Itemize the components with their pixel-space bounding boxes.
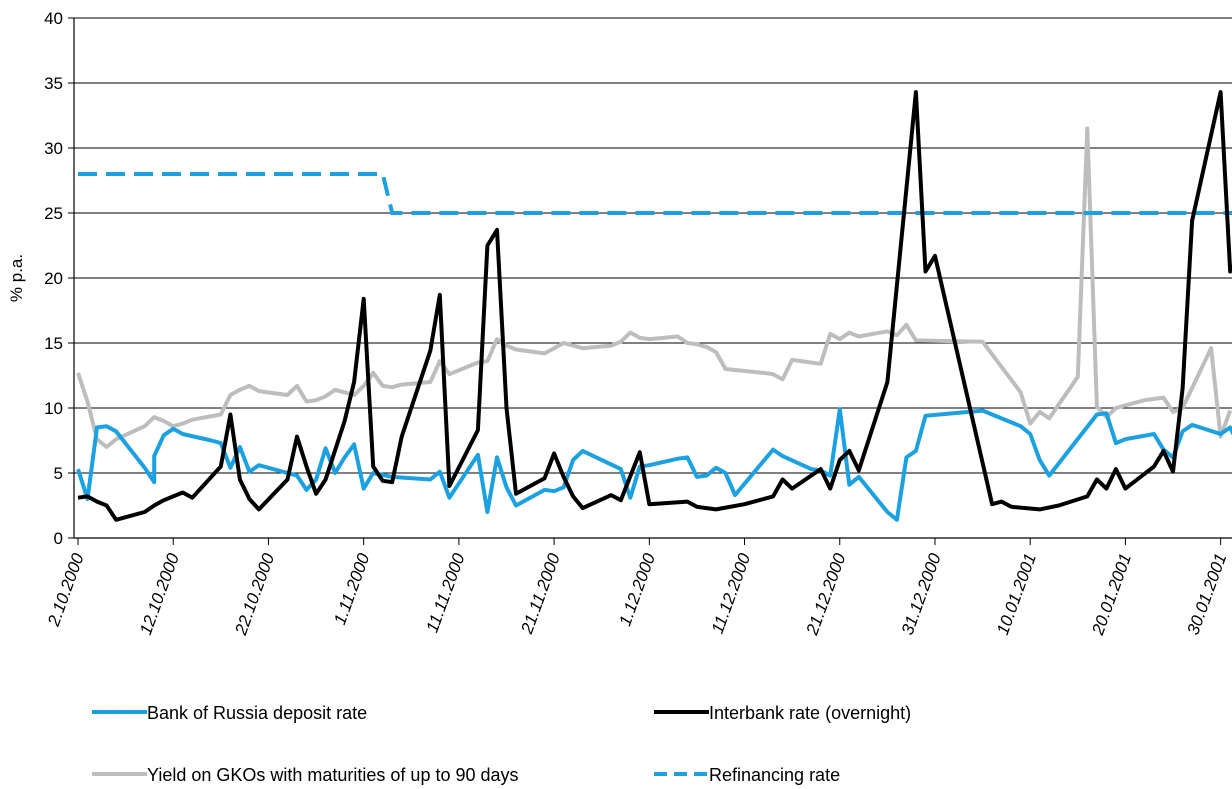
y-tick-label: 30 bbox=[44, 139, 63, 158]
x-tick-label: 11.11.2000 bbox=[423, 550, 469, 635]
legend-label: Refinancing rate bbox=[709, 765, 840, 785]
legend: Bank of Russia deposit rate Interbank rat… bbox=[92, 703, 911, 785]
x-tick-label: 21.12.2000 bbox=[802, 550, 849, 638]
x-tick-label: 1.12.2000 bbox=[615, 550, 659, 628]
x-tick-label: 22.10.2000 bbox=[231, 550, 278, 638]
y-tick-label: 20 bbox=[44, 269, 63, 288]
series-lines bbox=[76, 90, 1232, 522]
x-tick-label: 12.10.2000 bbox=[136, 550, 183, 637]
y-tick-label: 35 bbox=[44, 74, 63, 93]
y-tick-label: 25 bbox=[44, 204, 63, 223]
x-tick-label: 20.01.2001 bbox=[1088, 551, 1135, 638]
series-line-1 bbox=[77, 90, 1232, 522]
x-tick-label: 11.12.2000 bbox=[708, 550, 755, 636]
y-tick-label: 0 bbox=[54, 529, 63, 548]
x-axis: 2.10.2000 12.10.2000 22.10.2000 1.11.2000 11… bbox=[44, 537, 1232, 638]
x-tick-label: 10.01.2001 bbox=[993, 551, 1040, 637]
y-tick-label: 10 bbox=[44, 399, 63, 418]
y-axis: 0 5 10 15 20 25 30 35 40 bbox=[44, 9, 75, 548]
x-tick-label: 21.11.2000 bbox=[517, 550, 564, 637]
y-tick-label: 5 bbox=[54, 464, 63, 483]
x-tick-label: 31.12.2000 bbox=[898, 550, 945, 637]
y-tick-label: 40 bbox=[44, 9, 63, 28]
series-line-2 bbox=[76, 126, 1232, 449]
x-tick-label: 30.01.2001 bbox=[1183, 551, 1230, 637]
series-line-3 bbox=[78, 172, 1232, 215]
legend-label: Bank of Russia deposit rate bbox=[147, 703, 367, 723]
legend-label: Yield on GKOs with maturities of up to 9… bbox=[147, 765, 519, 785]
x-tick-label: 2.10.2000 bbox=[44, 550, 88, 629]
legend-label: Interbank rate (overnight) bbox=[709, 703, 911, 723]
y-axis-title: % p.a. bbox=[7, 254, 26, 302]
y-tick-label: 15 bbox=[44, 334, 63, 353]
x-tick-label: 1.11.2000 bbox=[330, 550, 373, 627]
